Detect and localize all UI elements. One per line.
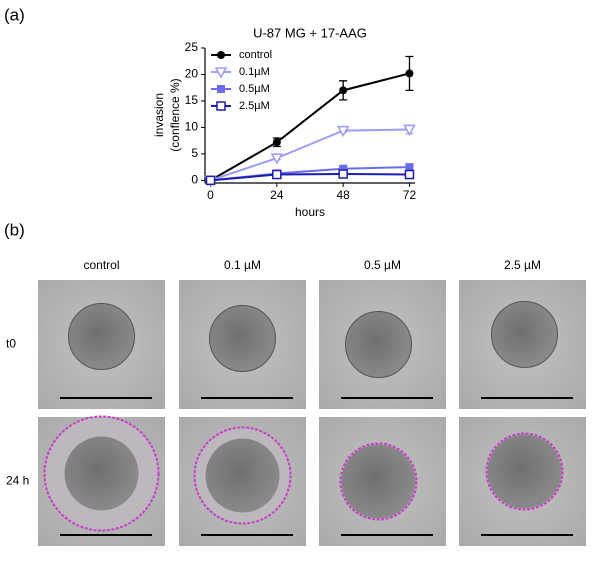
panel-label: (b) xyxy=(4,220,25,239)
y-tick-label: 25 xyxy=(185,40,199,54)
marker xyxy=(339,164,348,173)
y-tick-label: 15 xyxy=(185,93,199,107)
legend-marker xyxy=(217,51,225,59)
marker xyxy=(405,163,414,172)
marker xyxy=(270,153,284,165)
column-label: control xyxy=(83,258,119,272)
row-label: 24 h xyxy=(6,474,29,488)
marker xyxy=(404,169,415,180)
marker xyxy=(405,69,414,78)
legend-label: 0.1µM xyxy=(239,66,270,78)
y-tick-label: 5 xyxy=(191,146,198,160)
spheroid xyxy=(487,434,562,509)
spheroid xyxy=(64,436,139,511)
y-tick-label: 20 xyxy=(185,67,199,81)
marker xyxy=(272,138,281,147)
chart-title: U-87 MG + 17-AAG xyxy=(253,25,367,40)
spheroid xyxy=(341,444,416,519)
marker xyxy=(205,175,216,186)
marker xyxy=(336,125,350,138)
legend-marker xyxy=(216,101,226,111)
y-axis-label: (conflence %) xyxy=(168,78,182,151)
x-axis-label: hours xyxy=(295,205,325,219)
spheroid xyxy=(345,311,412,378)
y-tick-label: 10 xyxy=(185,120,199,134)
plot: 0 5 10 15 20 25 0 24 48 72 control 0.1µM 0.5µM 2.5µM xyxy=(185,40,417,202)
series-line xyxy=(210,128,410,182)
spheroid xyxy=(491,301,558,368)
image-grid: control 0.1 µM 0.5 µM 2.5 µM t0 24 h xyxy=(6,258,586,546)
marker xyxy=(272,169,282,180)
column-label: 0.1 µM xyxy=(224,258,261,272)
legend-marker xyxy=(217,85,225,93)
row-label: t0 xyxy=(6,337,16,351)
spheroid xyxy=(209,305,276,372)
column-label: 2.5 µM xyxy=(504,258,541,272)
legend-label: 2.5µM xyxy=(239,100,270,112)
x-tick-label: 0 xyxy=(207,188,214,202)
legend-label: 0.5µM xyxy=(239,83,270,95)
legend-label: control xyxy=(239,49,272,61)
x-tick-label: 72 xyxy=(403,188,417,202)
legend-marker xyxy=(214,67,228,79)
marker xyxy=(339,86,348,95)
y-axis-label: invasion xyxy=(152,93,166,137)
y-tick-label: 0 xyxy=(191,173,198,187)
spheroid xyxy=(205,438,280,513)
marker xyxy=(403,124,416,137)
series-line xyxy=(210,172,410,182)
spheroid xyxy=(68,303,135,370)
panel-label: (a) xyxy=(4,5,25,24)
marker xyxy=(338,169,348,179)
x-tick-label: 24 xyxy=(270,188,284,202)
column-label: 0.5 µM xyxy=(364,258,401,272)
x-tick-label: 48 xyxy=(336,188,350,202)
series-line xyxy=(210,72,410,182)
